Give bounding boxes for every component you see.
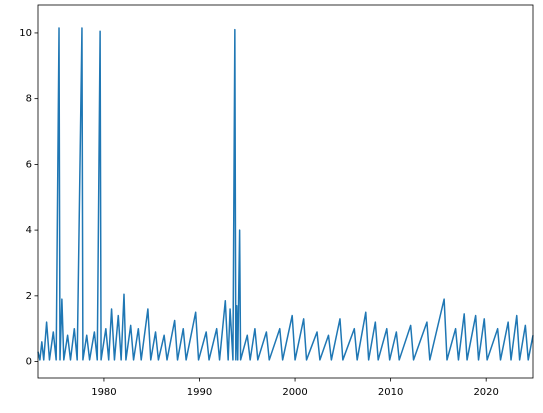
x-tick-label: 2010	[378, 387, 403, 398]
y-tick-label: 10	[19, 28, 32, 39]
y-tick-label: 2	[26, 291, 32, 302]
axes-frame	[37, 4, 534, 379]
y-tick-label: 6	[26, 159, 32, 170]
y-tick-label: 8	[26, 94, 32, 105]
plot-area	[38, 5, 533, 378]
x-tick-label: 2020	[473, 387, 498, 398]
x-tick-label: 1980	[91, 387, 116, 398]
x-tick-label: 1990	[187, 387, 212, 398]
x-tick-label: 2000	[282, 387, 307, 398]
y-tick-label: 0	[26, 357, 32, 368]
y-tick-label: 4	[26, 225, 32, 236]
data-line	[37, 27, 534, 361]
